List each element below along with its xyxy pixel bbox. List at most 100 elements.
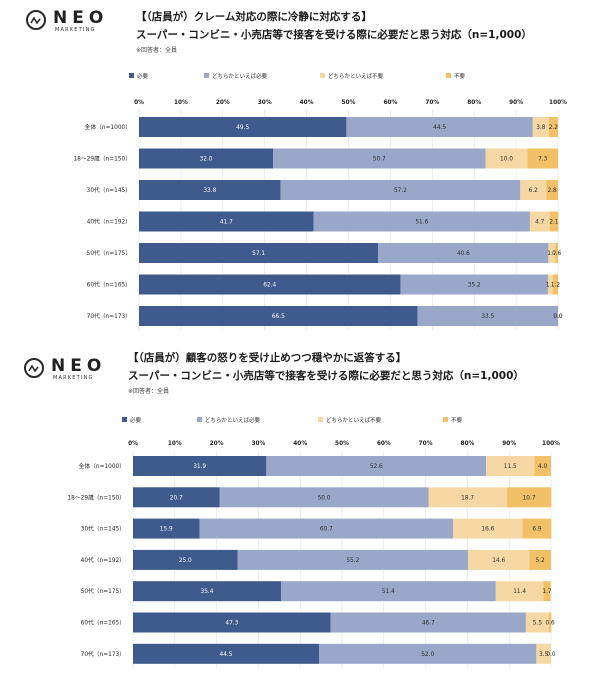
bar-segment: [330, 612, 526, 633]
legend-swatch: [320, 73, 325, 78]
data-label: 18.7: [461, 495, 474, 501]
respondents-note: ※回答者：全員: [128, 388, 170, 395]
category-label: 70代（n=173）: [81, 650, 125, 658]
data-label: 7.3: [538, 157, 548, 163]
logo-wave-icon: [26, 10, 46, 30]
data-label: 62.4: [263, 283, 276, 289]
x-tick-label: 90%: [509, 100, 523, 106]
x-tick-label: 40%: [293, 441, 307, 447]
data-label: 5.5: [533, 621, 543, 627]
category-label: 50代（n=175）: [87, 249, 131, 257]
x-tick-label: 100%: [542, 441, 560, 447]
data-label: 10.7: [523, 495, 536, 501]
data-label: 10.0: [500, 157, 513, 163]
bar-segment: [552, 274, 558, 295]
data-label: 15.9: [160, 527, 173, 533]
category-label: 40代（n=192）: [81, 556, 125, 564]
legend-label: 不要: [454, 73, 466, 80]
chart-subtitle: スーパー・コンビニ・小売店等で接客を受ける際に必要だと思う対応（n=1,000）: [136, 29, 532, 41]
bar-segment: [133, 612, 331, 633]
chart-subtitle: スーパー・コンビニ・小売店等で接客を受ける際に必要だと思う対応（n=1,000）: [128, 370, 524, 382]
data-label: 0.0: [553, 314, 563, 320]
legend-label: どちらかといえば必要: [205, 416, 261, 424]
bar-segment: [133, 518, 200, 539]
respondents-note: ※回答者：全員: [136, 47, 178, 54]
data-label: 33.8: [203, 188, 216, 194]
data-label: 31.9: [193, 464, 206, 470]
data-label: 50.0: [318, 495, 331, 501]
data-label: 11.4: [513, 589, 526, 595]
bar-segment: [485, 148, 528, 169]
data-label: 50.7: [373, 157, 386, 163]
bar-segment: [378, 243, 549, 263]
x-tick-label: 90%: [502, 441, 516, 447]
category-label: 40代（n=192）: [87, 218, 131, 226]
bar-segment: [280, 180, 521, 200]
category-label: 30代（n=145）: [87, 186, 131, 194]
data-label: 51.6: [415, 220, 428, 226]
bar-segment: [428, 487, 507, 508]
x-tick-label: 0%: [134, 100, 144, 106]
data-label: 40.6: [457, 251, 470, 257]
legend-label: 必要: [130, 416, 142, 424]
chart-panel-1: NEO MARKETING 【（店員が）クレーム対応の際に冷静に対応する】 スー…: [0, 0, 600, 338]
chart-title: 【（店員が）顧客の怒りを受け止めつつ穏やかに返答する】: [128, 352, 407, 364]
legend-swatch: [204, 73, 209, 78]
data-label: 33.5: [481, 314, 494, 320]
logo-wave-icon: [24, 358, 44, 378]
x-tick-label: 20%: [216, 100, 230, 106]
data-label: 14.6: [492, 558, 505, 564]
category-label: 60代（n=165）: [87, 281, 131, 289]
data-label: 4.7: [535, 220, 545, 226]
data-label: 60.7: [320, 527, 333, 533]
data-label: 2.2: [549, 125, 559, 131]
bar-segment: [313, 211, 530, 232]
data-label: 52.6: [370, 464, 383, 470]
bar-segment: [139, 180, 281, 200]
bar-segment: [555, 243, 558, 263]
x-tick-label: 10%: [168, 441, 182, 447]
bar-segment: [525, 612, 549, 633]
bar-segment: [529, 211, 550, 232]
bar-segment: [133, 487, 220, 508]
x-tick-label: 40%: [300, 100, 314, 106]
bar-segment: [139, 243, 379, 263]
stacked-bar-chart: 必要 どちらかといえば必要 どちらかといえば不要 不要 0% 10% 20% 30% 40% 50…: [73, 72, 567, 330]
stacked-bar-chart: 必要 どちらかといえば必要 どちらかといえば不要 不要 0% 10% 20% 30% 40% 50…: [67, 416, 560, 668]
brand-name: NEO: [51, 356, 107, 376]
bar-segment: [529, 549, 551, 570]
data-label: 57.1: [252, 251, 265, 257]
legend-swatch: [129, 73, 134, 78]
bar-segment: [133, 456, 267, 476]
legend-swatch: [443, 417, 448, 422]
data-label: 3.5: [539, 652, 549, 658]
bar-segment: [133, 643, 320, 664]
data-label: 1.2: [551, 283, 561, 289]
data-label: 1.7: [547, 251, 557, 257]
data-label: 1.7: [542, 589, 552, 595]
data-label: 0.6: [552, 251, 562, 257]
bar-segment: [486, 456, 535, 476]
bar-segment: [532, 117, 549, 137]
data-label: 16.6: [481, 527, 494, 533]
bar-segment: [139, 274, 401, 295]
legend-swatch: [318, 417, 323, 422]
data-label: 35.2: [468, 283, 481, 289]
data-label: 0.6: [546, 621, 556, 627]
data-label: 41.7: [220, 220, 233, 226]
x-tick-label: 30%: [258, 100, 272, 106]
data-label: 11.5: [504, 464, 517, 470]
bar-segment: [237, 549, 469, 570]
bar-segment: [133, 581, 281, 602]
data-label: 20.7: [170, 495, 183, 501]
data-label: 52.0: [421, 652, 434, 658]
brand-name: NEO: [53, 8, 109, 28]
bar-segment: [548, 612, 552, 633]
bar-segment: [139, 306, 418, 326]
legend-label: 必要: [137, 72, 149, 80]
x-tick-label: 70%: [419, 441, 433, 447]
data-label: 51.4: [382, 589, 395, 595]
category-label: 18〜29歳（n=150）: [73, 155, 131, 163]
bar-segment: [522, 518, 552, 539]
bar-segment: [549, 211, 559, 232]
